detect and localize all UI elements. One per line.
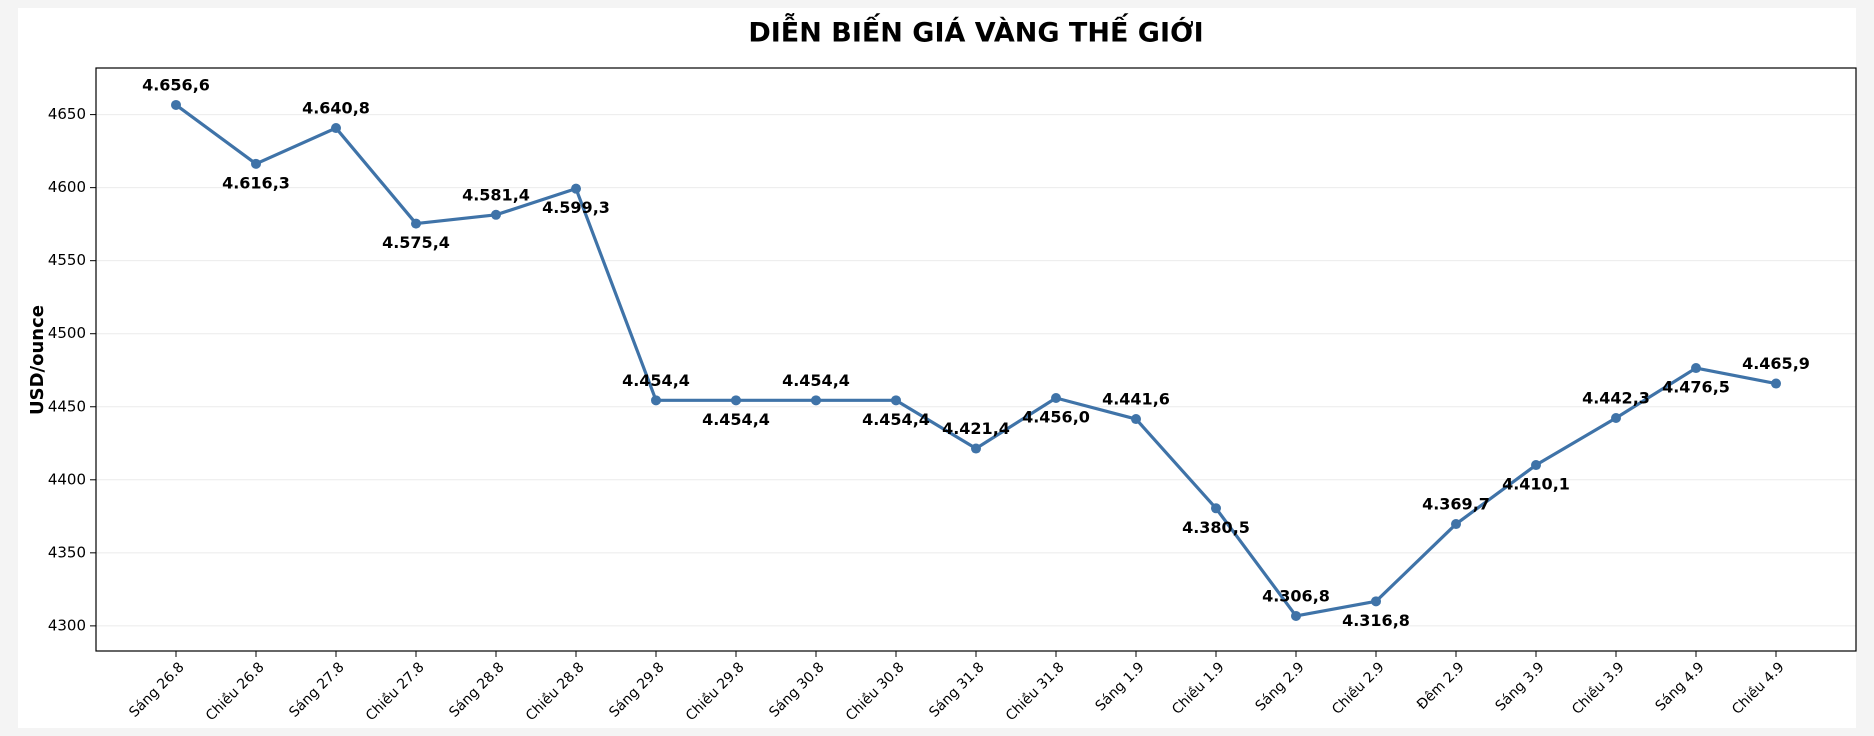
point: [891, 395, 901, 406]
y-tick-label: 4600: [48, 178, 86, 196]
value-label: 4.441,6: [1102, 390, 1170, 409]
point: [1451, 519, 1461, 530]
value-label: 4.581,4: [462, 185, 530, 204]
point: [731, 395, 741, 406]
value-label: 4.640,8: [302, 99, 370, 118]
value-label: 4.465,9: [1742, 354, 1810, 373]
point: [971, 443, 981, 454]
value-label: 4.442,3: [1582, 389, 1650, 408]
value-label: 4.599,3: [542, 198, 610, 217]
point: [491, 209, 501, 220]
y-tick-label: 4350: [48, 543, 86, 561]
value-label: 4.454,4: [782, 371, 850, 390]
point: [1691, 363, 1701, 374]
y-axis-label: USD/ounce: [27, 305, 48, 415]
value-label: 4.380,5: [1182, 518, 1250, 537]
value-label: 4.656,6: [142, 75, 210, 94]
point: [1051, 392, 1061, 403]
value-label: 4.575,4: [382, 233, 450, 252]
point: [171, 99, 181, 110]
y-tick-label: 4500: [48, 324, 86, 342]
y-tick-label: 4450: [48, 397, 86, 415]
value-label: 4.369,7: [1422, 495, 1490, 514]
value-label: 4.454,4: [862, 410, 930, 429]
point: [811, 395, 821, 406]
y-tick-label: 4550: [48, 251, 86, 269]
point: [331, 123, 341, 134]
point: [1211, 503, 1221, 514]
point: [1771, 378, 1781, 389]
value-label: 4.454,4: [702, 410, 770, 429]
value-label: 4.616,3: [222, 173, 290, 192]
value-label: 4.456,0: [1022, 407, 1090, 426]
point: [1291, 610, 1301, 621]
value-label: 4.454,4: [622, 371, 690, 390]
value-label: 4.410,1: [1502, 475, 1570, 494]
point: [411, 218, 421, 229]
point: [251, 158, 261, 169]
point: [571, 183, 581, 194]
point: [1531, 460, 1541, 471]
chart-title: DIỄN BIẾN GIÁ VÀNG THẾ GIỚI: [748, 13, 1203, 49]
point: [1131, 414, 1141, 425]
value-label: 4.316,8: [1342, 611, 1410, 630]
point: [1611, 413, 1621, 424]
point: [651, 395, 661, 406]
value-label: 4.476,5: [1662, 378, 1730, 397]
value-label: 4.306,8: [1262, 586, 1330, 605]
y-tick-label: 4650: [48, 105, 86, 123]
value-label: 4.421,4: [942, 419, 1010, 438]
point: [1371, 596, 1381, 607]
y-tick-label: 4300: [48, 616, 86, 634]
y-tick-label: 4400: [48, 470, 86, 488]
figure-background: [18, 8, 1856, 728]
